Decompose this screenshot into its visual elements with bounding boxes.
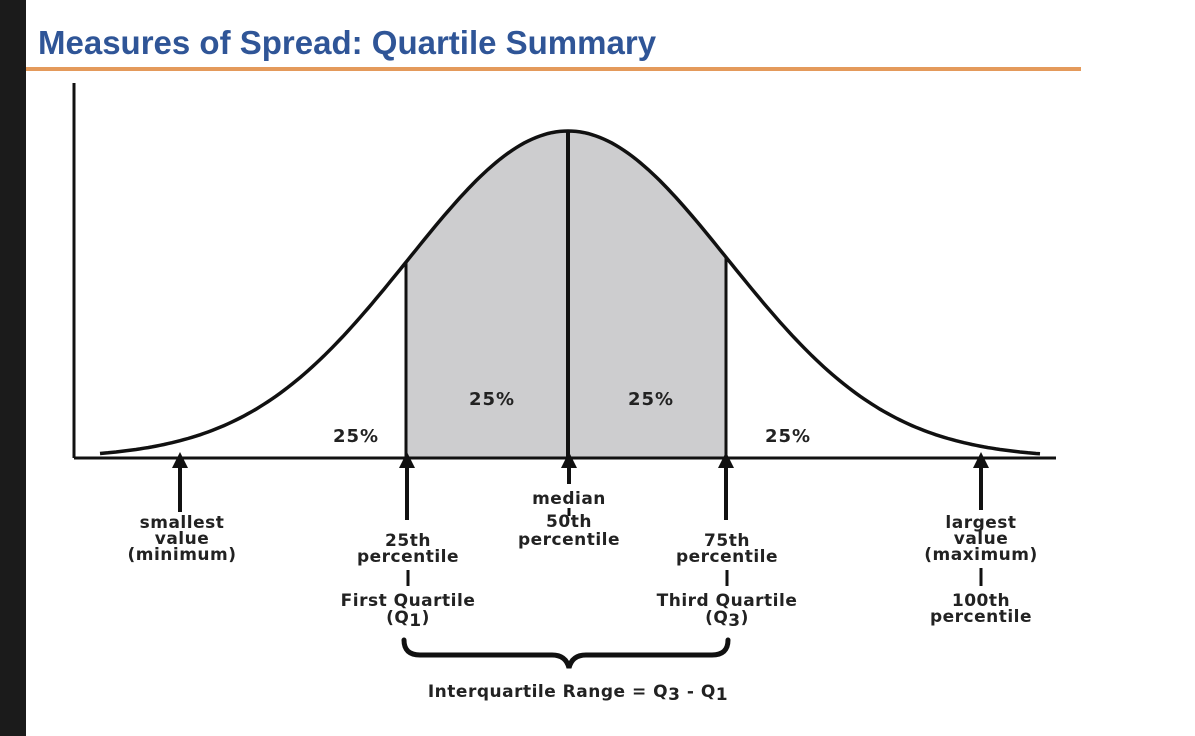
maximum-label-line-1: largest	[945, 513, 1016, 533]
right-tail-percent: 25%	[765, 426, 811, 447]
minimum-label-line-2: value	[155, 529, 210, 549]
interquartile-brace	[401, 637, 731, 669]
iqr-formula: Interquartile Range = Q3 - Q1	[428, 682, 728, 705]
q1-label-line-2: percentile	[357, 547, 459, 567]
q1-median-percent: 25%	[469, 389, 515, 410]
median-label-line-1: median	[532, 489, 606, 509]
q3-quartile-symbol: (Q3)	[705, 608, 749, 631]
maximum-label-line-2: value	[954, 529, 1009, 549]
median-label-line-2: 50th	[546, 512, 592, 532]
title-underline	[26, 67, 1081, 71]
maximum-label-line-3: (maximum)	[924, 545, 1038, 565]
median-label-line-3: percentile	[518, 530, 620, 550]
minimum-label-line-1: smallest	[140, 513, 225, 533]
page-title: Measures of Spread: Quartile Summary	[38, 24, 657, 61]
q3-label-line-2: percentile	[676, 547, 778, 567]
q3-label-line-1: 75th	[704, 531, 750, 551]
q3-quartile-name: Third Quartile	[657, 591, 798, 611]
q1-quartile-symbol: (Q1)	[386, 608, 430, 631]
median-q3-percent: 25%	[628, 389, 674, 410]
maximum-extra-line-2: percentile	[930, 607, 1032, 627]
q1-label-line-1: 25th	[385, 531, 431, 551]
q1-quartile-name: First Quartile	[341, 591, 476, 611]
maximum-extra-line-1: 100th	[952, 591, 1010, 611]
left-edge-bar	[0, 0, 26, 736]
minimum-label-line-3: (minimum)	[127, 545, 236, 565]
left-tail-percent: 25%	[333, 426, 379, 447]
